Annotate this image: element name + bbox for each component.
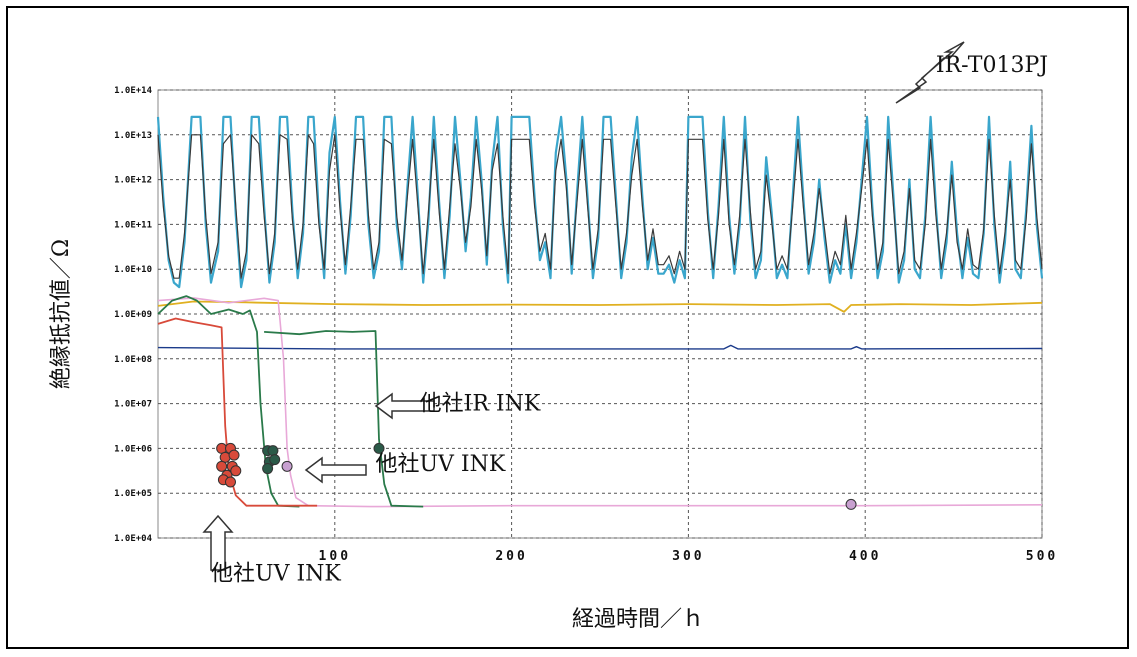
y-tick-label: 1.0E+14	[114, 86, 153, 96]
annotation-label: 他社UV INK	[211, 562, 341, 587]
y-tick-label: 1.0E+05	[114, 489, 152, 499]
data-marker	[845, 498, 857, 510]
arrow-other-uv-ink-bottom	[202, 514, 234, 571]
y-tick-label: 1.0E+08	[114, 355, 152, 365]
arrow-other-uv-ink-mid	[304, 456, 367, 484]
marker-group	[216, 442, 857, 510]
data-marker	[373, 442, 385, 454]
data-marker	[267, 445, 279, 457]
series-line-0	[156, 115, 1044, 289]
x-tick-label: 400	[849, 549, 881, 564]
annotations: IR-T013PJ 他社IR INK 他社UV INK 他社UV INK	[211, 53, 1048, 586]
y-tick-label: 1.0E+04	[114, 534, 153, 544]
data-marker	[281, 460, 293, 472]
annotation-label: 他社IR INK	[420, 391, 541, 416]
series-group	[156, 115, 1044, 508]
data-marker	[262, 463, 274, 475]
y-tick-label: 1.0E+13	[114, 131, 152, 141]
y-tick-label: 1.0E+11	[114, 220, 152, 230]
y-tick-labels: 1.0E+04 1.0E+05 1.0E+06 1.0E+07 1.0E+08 1.0E+…	[114, 86, 153, 544]
figure-frame: 1.0E+04 1.0E+05 1.0E+06 1.0E+07 1.0E+08 1.0E+…	[6, 6, 1129, 649]
annotation-label: 他社UV INK	[375, 452, 505, 477]
data-marker	[224, 476, 236, 488]
x-tick-label: 300	[672, 549, 704, 564]
x-axis-title: 経過時間／ｈ	[572, 607, 704, 632]
x-tick-label: 100	[319, 549, 351, 564]
y-tick-label: 1.0E+06	[114, 444, 152, 454]
y-axis-title: 絶縁抵抗値／Ω	[49, 239, 74, 389]
x-tick-labels: 100 200 300 400 500	[319, 549, 1058, 564]
series-line-6	[264, 330, 424, 508]
series-line-3	[157, 344, 1043, 350]
data-marker	[216, 460, 228, 472]
x-tick-label: 200	[495, 549, 527, 564]
data-marker	[230, 465, 242, 477]
y-tick-label: 1.0E+10	[114, 265, 152, 275]
series-line-7	[157, 317, 318, 507]
series-line-2	[157, 300, 1043, 313]
series-line-4	[157, 297, 1043, 508]
series-line-5	[157, 295, 300, 508]
y-tick-label: 1.0E+07	[114, 400, 152, 410]
y-tick-label: 1.0E+09	[114, 310, 152, 320]
chart: 1.0E+04 1.0E+05 1.0E+06 1.0E+07 1.0E+08 1.0E+…	[49, 41, 1058, 632]
arrow-other-ir-ink	[374, 392, 435, 420]
annotation-label: IR-T013PJ	[936, 53, 1048, 78]
y-tick-label: 1.0E+12	[114, 176, 152, 186]
series-line-1	[157, 134, 1043, 279]
arrow-ir-t013pj	[895, 41, 965, 104]
data-marker	[228, 449, 240, 461]
data-marker	[269, 454, 281, 466]
x-tick-label: 500	[1026, 549, 1058, 564]
